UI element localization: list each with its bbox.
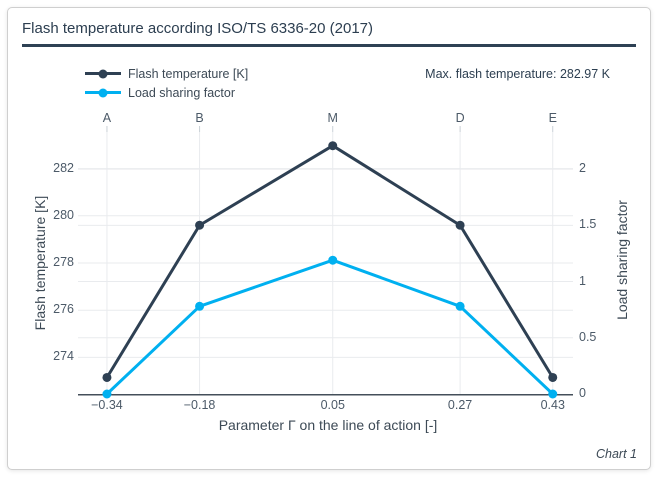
left-axis-title: Flash temperature [K] bbox=[32, 195, 48, 331]
left-axis-tick-label: 274 bbox=[53, 349, 74, 364]
right-axis-tick-label: 0.5 bbox=[579, 329, 597, 344]
chart-title: Flash temperature according ISO/TS 6336-… bbox=[22, 20, 374, 37]
left-axis-tick-label: 278 bbox=[53, 255, 74, 269]
left-axis-tick-label: 282 bbox=[53, 160, 74, 175]
legend-label-load-sharing-factor: Load sharing factor bbox=[128, 85, 236, 100]
right-axis-tick-label: 1.5 bbox=[579, 217, 597, 232]
chart-card bbox=[7, 7, 651, 470]
right-axis-tick-label: 1 bbox=[579, 273, 586, 288]
title-divider bbox=[22, 44, 636, 47]
legend-item-load-sharing-factor[interactable]: Load sharing factor bbox=[85, 83, 248, 102]
chart-caption: Chart 1 bbox=[596, 447, 637, 461]
x-tick-label: 0.43 bbox=[540, 398, 565, 412]
right-axis-tick-label: 0 bbox=[579, 386, 586, 400]
top-point-label-a: A bbox=[102, 111, 112, 125]
top-point-label-b: B bbox=[195, 111, 204, 125]
x-tick-label: −0.18 bbox=[183, 398, 216, 412]
x-tick-label: 0.27 bbox=[447, 398, 473, 412]
top-point-label-m: M bbox=[327, 111, 338, 125]
left-axis-tick-label: 276 bbox=[53, 302, 74, 317]
legend: Flash temperature [K] Load sharing facto… bbox=[85, 64, 248, 102]
legend-swatch-flash-temperature-icon bbox=[85, 69, 121, 78]
legend-item-flash-temperature[interactable]: Flash temperature [K] bbox=[85, 64, 248, 83]
x-axis-title: Parameter Γ on the line of action [-] bbox=[218, 417, 438, 433]
right-axis-tick-label: 2 bbox=[579, 161, 586, 176]
x-tick-label: −0.34 bbox=[91, 398, 123, 412]
x-tick-label: 0.05 bbox=[320, 398, 345, 412]
left-axis-tick-label: 280 bbox=[53, 207, 74, 222]
legend-label-flash-temperature: Flash temperature [K] bbox=[128, 66, 249, 81]
top-point-label-e: E bbox=[548, 111, 557, 125]
right-axis-title: Load sharing factor bbox=[614, 200, 630, 320]
legend-swatch-load-sharing-factor-icon bbox=[85, 88, 121, 97]
max-flash-temperature-annotation: Max. flash temperature: 282.97 K bbox=[425, 67, 610, 81]
top-point-label-d: D bbox=[455, 111, 465, 125]
